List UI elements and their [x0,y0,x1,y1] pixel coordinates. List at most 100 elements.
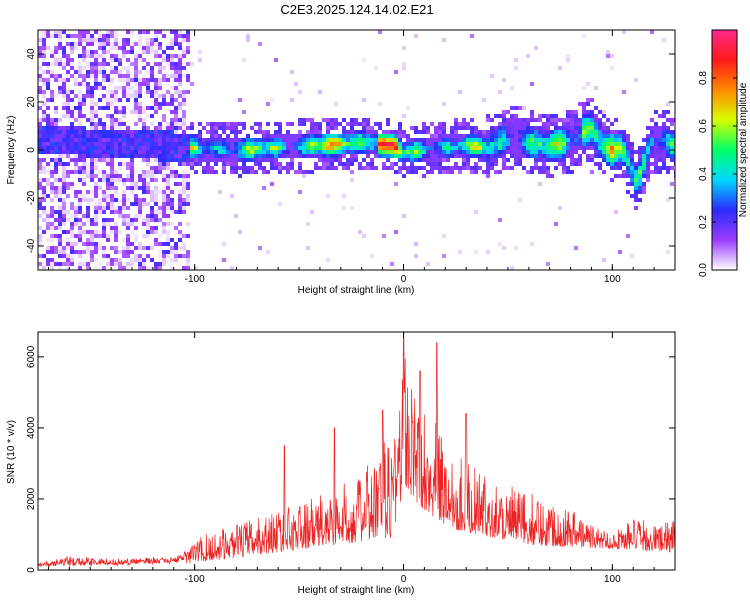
spectrogram-cell [430,162,434,166]
spectrogram-cell [54,134,58,138]
spectrogram-cell [438,130,442,134]
spectrogram-cell [70,66,74,70]
spectrogram-cell [530,118,534,122]
spectrogram-cell [146,186,150,190]
spectrogram-cell [170,266,174,270]
spectrogram-cell [182,182,186,186]
spectrogram-cell [126,186,130,190]
spectrogram-cell [290,142,294,146]
spectrogram-cell [654,146,658,150]
spectrogram-cell [490,166,494,170]
spectrogram-cell [546,118,550,122]
spectrogram-cell [402,142,406,146]
spectrogram-cell [546,142,550,146]
spectrogram-cell [502,158,506,162]
spectrogram-cell [94,142,98,146]
spectrogram-cell [158,146,162,150]
spectrogram-cell [110,174,114,178]
spectrogram-cell [82,162,86,166]
spectrogram-cell [66,126,70,130]
spectrogram-cell [94,242,98,246]
spectrogram-cell [558,142,562,146]
spectrogram-cell [398,154,402,158]
spectrogram-cell [82,262,86,266]
spectrogram-cell [42,126,46,130]
spectrogram-cell [90,66,94,70]
spectrogram-cell [50,198,54,202]
spectrogram-cell [150,142,154,146]
spectrogram-cell [634,206,638,210]
spectrogram-cell [162,126,166,130]
spectrogram-cell [62,146,66,150]
spectrogram-cell [454,146,458,150]
spectrogram-cell [98,142,102,146]
spectrogram-cell [38,122,42,126]
spectrogram-cell [170,42,174,46]
spectrogram-cell [218,146,222,150]
spectrogram-cell [514,138,518,142]
spectrogram-cell [66,62,70,66]
spectrogram-cell [110,58,114,62]
spectrogram-cell [46,226,50,230]
spectrogram-cell [182,118,186,122]
spectrogram-cell [158,126,162,130]
spectrogram-cell [214,138,218,142]
spectrogram-cell [358,230,362,234]
spectrogram-cell [346,134,350,138]
spectrogram-cell [102,234,106,238]
spectrogram-cell [114,126,118,130]
spectrogram-cell [602,158,606,162]
spectrogram-cell [634,182,638,186]
spectrogram-cell [166,90,170,94]
spectrogram-cell [150,50,154,54]
spectrogram-cell [178,82,182,86]
spectrogram-cell [558,66,562,70]
spectrogram-cell [194,170,198,174]
spectrogram-cell [426,158,430,162]
spectrogram-cell [86,150,90,154]
spectrogram-cell [70,262,74,266]
spectrogram-cell [550,134,554,138]
spectrogram-cell [434,162,438,166]
spectrogram-cell [50,74,54,78]
spectrogram-cell [82,214,86,218]
spectrogram-cell [158,42,162,46]
spectrogram-cell [250,158,254,162]
spectrogram-cell [394,138,398,142]
spectrogram-cell [646,174,650,178]
spectrogram-cell [102,194,106,198]
spectrogram-cell [570,146,574,150]
spectrogram-cell [558,130,562,134]
spectrogram-cell [350,142,354,146]
spectrogram-cell [590,134,594,138]
spectrogram-cell [102,158,106,162]
spectrogram-cell [426,170,430,174]
spectrogram-cell [574,246,578,250]
spectrogram-cell [90,126,94,130]
colorbar-ticks: 0.00.20.40.60.8 [698,71,737,277]
spectrogram-cell [102,42,106,46]
spectrogram-cell [470,134,474,138]
spectrogram-cell [82,66,86,70]
spectrogram-cell [586,146,590,150]
spectrogram-cell [426,130,430,134]
spectrogram-cell [386,146,390,150]
spectrogram-cell [586,102,590,106]
spectrogram-cell [186,134,190,138]
spectrogram-cell [86,30,90,34]
spectrogram-cell [38,146,42,150]
spectrogram-cell [118,146,122,150]
spectrogram-cell [122,50,126,54]
spectrogram-cell [90,94,94,98]
spectrogram-cell [118,58,122,62]
spectrogram-cell [430,170,434,174]
spectrogram-cell [42,78,46,82]
spectrogram-cell [266,130,270,134]
spectrogram-cell [86,54,90,58]
spectrogram-cell [174,38,178,42]
spectrogram-cell [94,194,98,198]
spectrogram-cell [510,150,514,154]
spectrogram-cell [206,162,210,166]
spectrogram-cell [334,138,338,142]
spectrogram-cell [78,90,82,94]
